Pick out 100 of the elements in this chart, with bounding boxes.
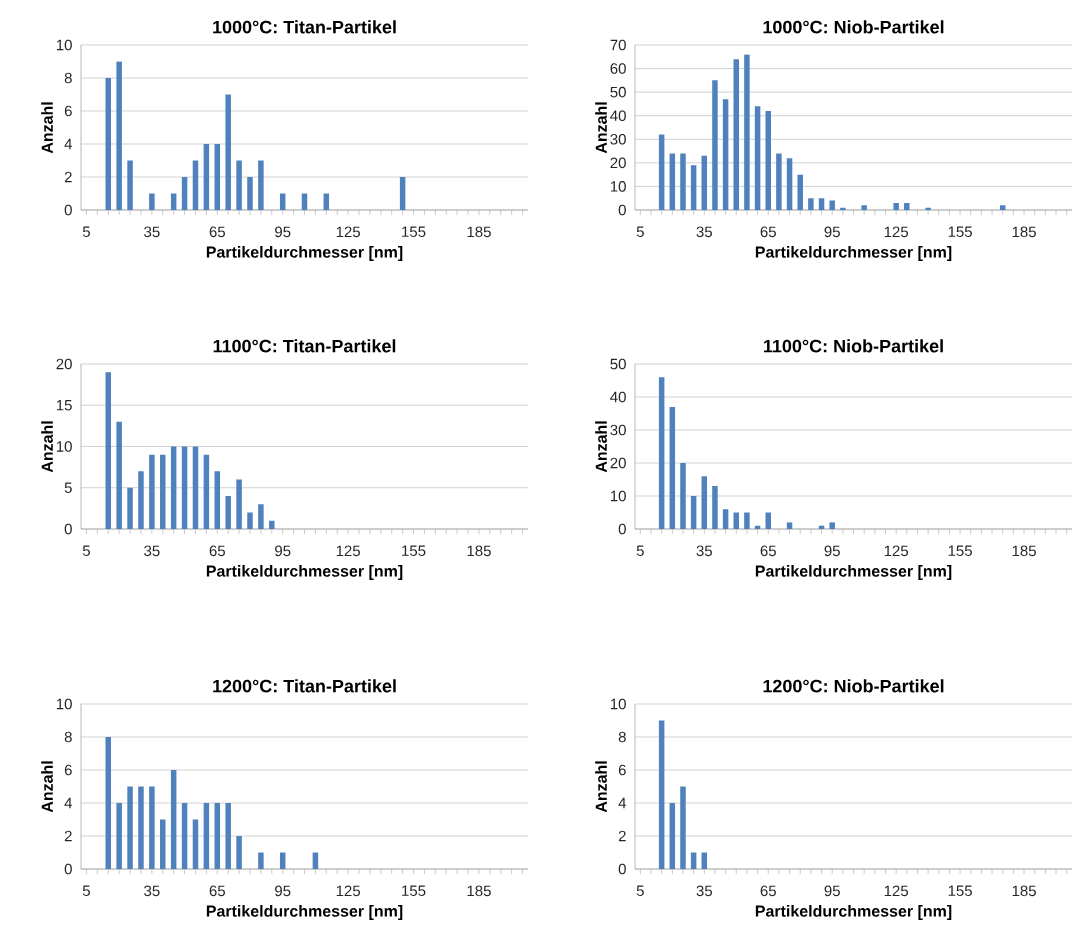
bar [170, 770, 177, 869]
bar [192, 819, 199, 869]
bar [808, 198, 814, 210]
y-tick-label: 60 [610, 63, 626, 74]
bar [105, 77, 112, 210]
x-tick-label: 65 [209, 545, 225, 557]
bar [236, 160, 242, 210]
bar [818, 198, 825, 210]
bar [765, 110, 771, 210]
x-tick-label: 95 [275, 885, 291, 897]
x-tick-label: 95 [824, 226, 840, 238]
bar [116, 61, 122, 210]
bar [269, 520, 275, 529]
x-tick-label: 155 [948, 545, 972, 556]
chart-title: 1200°C: Niob-Partikel [763, 679, 944, 693]
y-tick-label: 50 [610, 358, 626, 370]
chart-title: 1200°C: Titan-Partikel [213, 679, 396, 693]
bar [138, 786, 144, 869]
bar [225, 94, 231, 210]
y-tick-label: 50 [610, 86, 626, 98]
bar [690, 495, 697, 529]
y-tick-label: 6 [64, 105, 72, 117]
x-tick-label: 185 [467, 226, 491, 238]
bar [658, 377, 665, 529]
chart-title: 1000°C: Niob-Partikel [763, 20, 944, 34]
x-tick-label: 155 [948, 885, 972, 896]
bar [138, 471, 144, 529]
bar [225, 495, 231, 529]
y-axis-title: Anzahl [595, 102, 607, 154]
bar [680, 786, 686, 869]
y-tick-label: 30 [610, 133, 626, 145]
y-tick-label: 10 [56, 441, 72, 452]
bar [399, 176, 406, 210]
y-tick-label: 20 [610, 157, 626, 169]
y-tick-label: 0 [64, 523, 72, 535]
bar [829, 522, 835, 529]
bar [301, 193, 308, 210]
x-tick-label: 35 [696, 885, 712, 897]
bar [225, 803, 231, 869]
bar [658, 134, 665, 210]
bar [236, 836, 242, 869]
y-tick-label: 8 [618, 731, 626, 743]
y-axis-title: Anzahl [41, 761, 53, 813]
x-tick-label: 125 [336, 545, 360, 557]
y-tick-label: 10 [610, 490, 626, 502]
bar [701, 852, 708, 869]
bar [181, 446, 188, 529]
x-tick-label: 35 [696, 545, 712, 557]
x-tick-label: 155 [402, 885, 426, 896]
bar [658, 720, 665, 869]
bar [786, 522, 793, 529]
bar [258, 504, 264, 529]
x-tick-label: 65 [209, 885, 225, 897]
bar [149, 193, 155, 210]
bar [116, 421, 122, 529]
x-tick-label: 185 [1012, 545, 1036, 557]
x-tick-label: 95 [275, 545, 291, 557]
bar [893, 202, 899, 210]
x-tick-label: 155 [402, 545, 426, 556]
x-tick-label: 95 [824, 545, 840, 557]
bar [323, 193, 330, 210]
x-axis-title: Partikeldurchmesser [nm] [206, 246, 403, 261]
bar [127, 786, 133, 869]
bar [258, 160, 264, 210]
x-tick-label: 65 [760, 226, 776, 238]
y-axis-title: Anzahl [41, 421, 53, 473]
x-tick-label: 125 [884, 226, 909, 238]
bar [105, 737, 112, 869]
bar [149, 786, 155, 869]
y-tick-label: 0 [64, 863, 72, 875]
y-tick-label: 2 [618, 830, 626, 842]
x-tick-label: 185 [467, 545, 491, 557]
bar [712, 80, 718, 210]
x-axis-title: Partikeldurchmesser [nm] [206, 905, 403, 920]
y-axis-title: Anzahl [41, 102, 53, 154]
x-tick-label: 5 [636, 226, 644, 237]
x-tick-label: 35 [144, 545, 160, 557]
x-axis-title: Partikeldurchmesser [nm] [755, 246, 952, 261]
y-tick-label: 10 [56, 698, 72, 710]
bar [312, 852, 319, 869]
y-tick-label: 0 [618, 523, 626, 535]
x-tick-label: 125 [884, 545, 909, 557]
x-tick-label: 65 [209, 226, 225, 238]
y-tick-label: 6 [618, 764, 626, 776]
bar [733, 59, 740, 210]
bar [214, 471, 221, 529]
x-tick-label: 5 [82, 226, 90, 237]
bar [279, 852, 286, 869]
x-tick-label: 35 [696, 226, 712, 238]
y-tick-label: 0 [64, 204, 72, 216]
bar [925, 207, 931, 210]
bar [170, 193, 177, 210]
bar [181, 176, 188, 210]
bar [116, 803, 122, 869]
bar [669, 153, 676, 210]
bar [669, 803, 676, 869]
y-tick-label: 20 [56, 358, 72, 370]
y-tick-label: 5 [64, 482, 72, 493]
bar [203, 143, 210, 210]
y-tick-label: 4 [618, 797, 627, 809]
